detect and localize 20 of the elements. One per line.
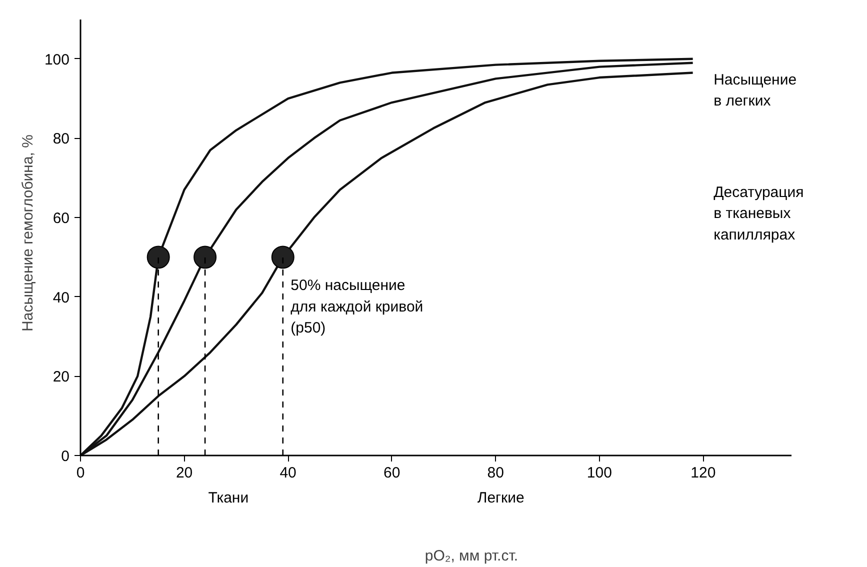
x-tick-label: 0 xyxy=(76,464,85,482)
annotation: Десатурация в тканевых капиллярах xyxy=(714,184,804,244)
y-tick-label: 0 xyxy=(61,448,70,465)
text: Легкие xyxy=(477,490,524,507)
x-tick-label: 20 xyxy=(176,464,193,482)
annotation: 50% насыщение для каждой кривой (p50) xyxy=(290,277,424,337)
x-tick-label: 100 xyxy=(586,464,612,482)
text: Ткани xyxy=(208,490,249,507)
y-tick-label: 20 xyxy=(52,368,70,386)
x-axis-title: pO₂, мм рт.ст. xyxy=(424,548,518,564)
annotation: Насыщение в легких xyxy=(714,71,797,110)
y-tick-label: 80 xyxy=(52,130,70,148)
x-tick-label: 120 xyxy=(690,464,716,482)
y-tick-label: 40 xyxy=(52,289,70,306)
y-axis-title: Насыщение гемоглобина, % xyxy=(19,134,36,332)
y-tick-label: 60 xyxy=(52,210,70,228)
x-tick-label: 80 xyxy=(487,464,504,482)
y-tick-label: 100 xyxy=(44,51,70,68)
x-tick-label: 40 xyxy=(280,464,296,482)
x-tick-label: 60 xyxy=(384,464,400,482)
